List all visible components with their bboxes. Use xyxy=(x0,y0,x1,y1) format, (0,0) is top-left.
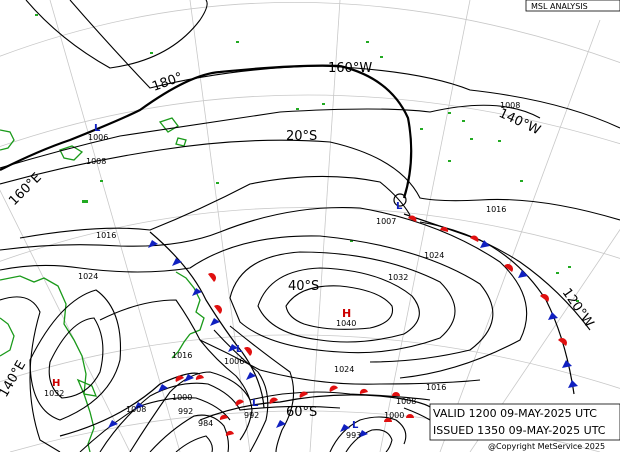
lat-label-60s: 60°S xyxy=(286,405,317,420)
isobar-label: 984 xyxy=(198,419,213,428)
high-symbol: H xyxy=(342,307,351,320)
isobar-label: 1024 xyxy=(424,251,444,260)
isobar-label: 1024 xyxy=(78,272,98,281)
front-southwest xyxy=(59,372,201,437)
lon-label-160w: 160°W xyxy=(328,61,372,76)
issued-time: ISSUED 1350 09-MAY-2025 UTC xyxy=(433,424,606,437)
high-value: 1040 xyxy=(336,319,356,328)
valid-time: VALID 1200 09-MAY-2025 UTC xyxy=(433,407,597,420)
isobar-label: 1008 xyxy=(500,101,520,110)
low-value: 993 xyxy=(346,431,361,440)
lat-label-20s: 20°S xyxy=(286,129,317,144)
title-box: MSL ANALYSIS xyxy=(525,0,620,12)
new-zealand-south-coastline xyxy=(171,333,191,359)
low-symbol: L xyxy=(236,344,243,355)
low-value: 1006 xyxy=(224,357,244,366)
isobar-label: 1000 xyxy=(384,411,404,420)
lat-label-40s: 40°S xyxy=(288,279,319,294)
low-value: 1006 xyxy=(88,133,108,142)
isobar-label: 1016 xyxy=(96,231,116,240)
validity-box: VALID 1200 09-MAY-2025 UTC ISSUED 1350 0… xyxy=(429,403,620,441)
front-south xyxy=(199,394,433,421)
high-symbol: H xyxy=(52,378,60,389)
trough-west xyxy=(0,64,341,171)
isobar-label: 1008 xyxy=(126,405,146,414)
high-value: 1032 xyxy=(44,389,64,398)
low-symbol: L xyxy=(252,398,259,409)
low-symbol: L xyxy=(94,123,101,134)
isobar-label: 1016 xyxy=(486,205,506,214)
isobar-label: 1000 xyxy=(172,393,192,402)
isobar-label: 992 xyxy=(178,407,193,416)
isobar-label: 1032 xyxy=(388,273,408,282)
isobar-label: 1008 xyxy=(86,157,106,166)
australia-coastline xyxy=(0,275,95,452)
isobar-labels: 1008 1008 1016 1016 1024 1024 1032 1016 … xyxy=(78,101,520,428)
map-title: MSL ANALYSIS xyxy=(531,2,588,11)
isobar-label: 1016 xyxy=(172,351,192,360)
isobar-label: 1024 xyxy=(334,365,354,374)
trough-central xyxy=(339,64,413,199)
low-value: 992 xyxy=(244,411,259,420)
isobar-label: 1008 xyxy=(396,397,416,406)
islands xyxy=(35,14,579,302)
low-symbol: L xyxy=(352,420,359,431)
isobar-label: 1016 xyxy=(426,383,446,392)
pressure-centres: H 1040 H 1032 L 1006 L 1007 L 1006 L 992… xyxy=(44,123,403,440)
low-value: 1007 xyxy=(376,217,396,226)
new-zealand-north-coastline xyxy=(175,271,205,335)
low-symbol: L xyxy=(396,201,403,212)
coastlines xyxy=(0,117,205,452)
trough-lines xyxy=(0,64,413,207)
copyright: @Copyright MetService 2025 xyxy=(488,442,605,451)
front-symbols xyxy=(108,215,578,438)
